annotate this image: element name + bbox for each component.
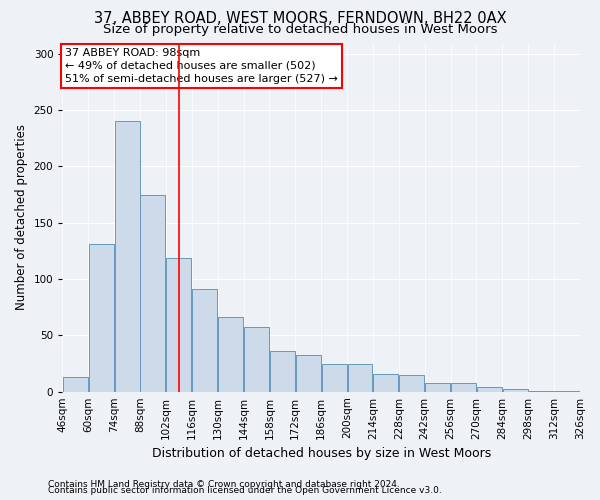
Bar [140,194,166,392]
Bar [89,244,113,392]
Text: Contains HM Land Registry data © Crown copyright and database right 2024.: Contains HM Land Registry data © Crown c… [48,480,400,489]
Text: 37 ABBEY ROAD: 98sqm
← 49% of detached houses are smaller (502)
51% of semi-deta: 37 ABBEY ROAD: 98sqm ← 49% of detached h… [65,48,338,84]
Bar [399,375,424,392]
Bar [529,390,554,392]
Bar [503,390,528,392]
Bar [296,354,321,392]
Text: Contains public sector information licensed under the Open Government Licence v3: Contains public sector information licen… [48,486,442,495]
Text: Size of property relative to detached houses in West Moors: Size of property relative to detached ho… [103,22,497,36]
X-axis label: Distribution of detached houses by size in West Moors: Distribution of detached houses by size … [152,447,491,460]
Bar [115,122,140,392]
Bar [554,390,580,392]
Bar [477,387,502,392]
Bar [425,382,450,392]
Bar [373,374,398,392]
Bar [322,364,347,392]
Bar [218,318,243,392]
Bar [244,328,269,392]
Bar [192,289,217,392]
Text: 37, ABBEY ROAD, WEST MOORS, FERNDOWN, BH22 0AX: 37, ABBEY ROAD, WEST MOORS, FERNDOWN, BH… [94,11,506,26]
Bar [451,382,476,392]
Bar [270,351,295,392]
Bar [347,364,373,392]
Bar [166,258,191,392]
Y-axis label: Number of detached properties: Number of detached properties [15,124,28,310]
Bar [63,377,88,392]
